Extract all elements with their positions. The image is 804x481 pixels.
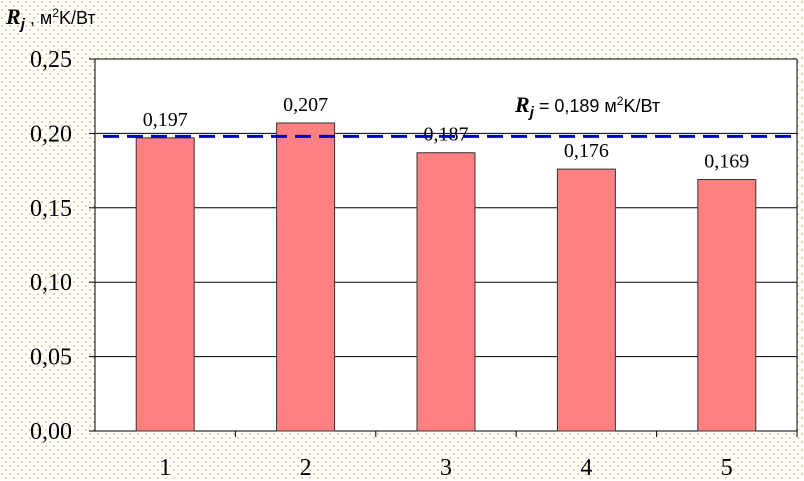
label-part: R bbox=[514, 92, 530, 117]
label-part: j bbox=[19, 16, 26, 33]
label-part: j bbox=[528, 104, 535, 121]
x-tick-label: 2 bbox=[300, 455, 312, 481]
label-part: K/Вт bbox=[59, 8, 96, 28]
label-part: R bbox=[5, 4, 21, 29]
y-tick-label: 0,20 bbox=[30, 121, 72, 147]
y-tick-label: 0,00 bbox=[30, 419, 72, 445]
annotation: Rj = 0,189 м2K/Вт bbox=[514, 92, 660, 121]
label-part: K/Вт bbox=[623, 96, 660, 116]
y-tick-label: 0,25 bbox=[30, 47, 72, 73]
data-label: 0,176 bbox=[564, 140, 609, 162]
bar bbox=[697, 179, 757, 432]
y-tick-label: 0,15 bbox=[30, 196, 72, 222]
data-label: 0,207 bbox=[283, 94, 328, 116]
bar bbox=[135, 137, 195, 432]
y-tick-label: 0,10 bbox=[30, 270, 72, 296]
y-axis-label: Rj , м2K/Вт bbox=[5, 4, 96, 33]
x-tick-label: 5 bbox=[721, 455, 733, 481]
x-tick-label: 1 bbox=[159, 455, 171, 481]
bar bbox=[556, 168, 616, 432]
bar bbox=[416, 152, 476, 432]
data-label: 0,187 bbox=[424, 124, 469, 146]
x-tick-label: 3 bbox=[440, 455, 452, 481]
data-label: 0,197 bbox=[143, 109, 188, 131]
bar bbox=[276, 122, 336, 432]
label-part: 2 bbox=[52, 6, 59, 20]
label-part: , м bbox=[25, 8, 52, 28]
label-part: = 0,189 м bbox=[534, 96, 617, 116]
x-tick-label: 4 bbox=[580, 455, 592, 481]
data-label: 0,169 bbox=[704, 151, 749, 173]
y-tick-label: 0,05 bbox=[30, 345, 72, 371]
label-part: 2 bbox=[617, 94, 624, 108]
